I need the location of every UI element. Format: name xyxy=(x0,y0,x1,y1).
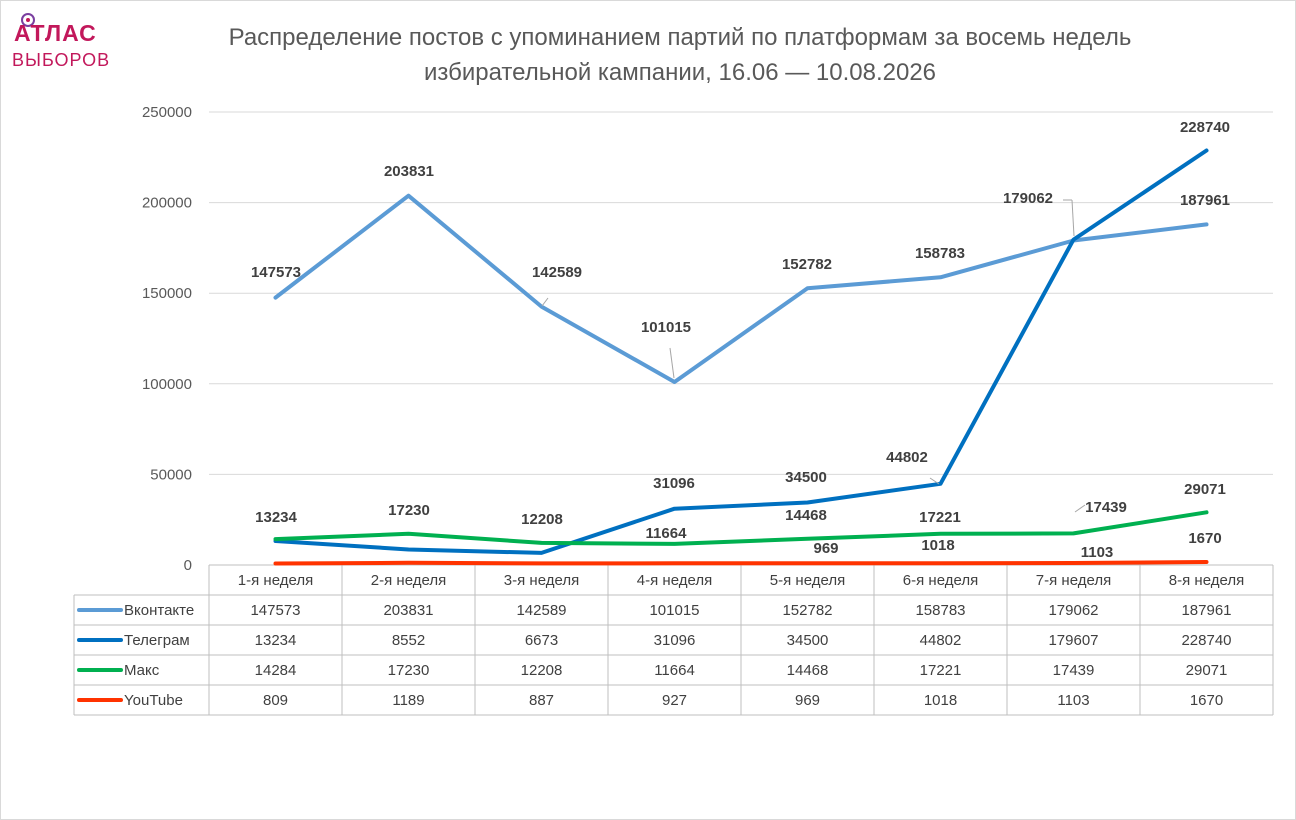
data-label: 17221 xyxy=(919,509,961,526)
table-cell: 187961 xyxy=(1181,602,1231,619)
data-label: 152782 xyxy=(782,256,832,273)
x-category-label: 7-я неделя xyxy=(1036,572,1111,589)
y-tick-label: 150000 xyxy=(142,285,192,302)
legend-series-name: YouTube xyxy=(124,692,183,709)
data-label: 142589 xyxy=(532,264,582,281)
y-tick-label: 250000 xyxy=(142,104,192,121)
y-tick-label: 0 xyxy=(184,557,192,574)
logo-line1: АТЛАС xyxy=(14,20,97,46)
data-label: 13234 xyxy=(255,509,297,526)
table-cell: 969 xyxy=(795,692,820,709)
label-leader-line xyxy=(541,297,549,307)
data-label: 101015 xyxy=(641,319,691,336)
data-label: 1103 xyxy=(1081,544,1114,561)
label-leader-line xyxy=(1071,199,1075,237)
label-leader-line xyxy=(669,347,675,379)
chart-title: Распределение постов с упоминанием парти… xyxy=(130,20,1230,90)
table-cell: 13234 xyxy=(255,632,297,649)
data-label: 12208 xyxy=(521,511,563,528)
data-label: 14468 xyxy=(785,507,827,524)
table-cell: 8552 xyxy=(392,632,425,649)
data-label: 158783 xyxy=(915,245,965,262)
x-category-label: 8-я неделя xyxy=(1169,572,1244,589)
data-label: 11664 xyxy=(646,525,688,542)
series-line xyxy=(273,148,1209,555)
y-tick-label: 200000 xyxy=(142,195,192,212)
chart-title-line1: Распределение постов с упоминанием парти… xyxy=(228,24,1132,51)
table-cell: 1670 xyxy=(1190,692,1223,709)
table-cell: 101015 xyxy=(649,602,699,619)
table-cell: 29071 xyxy=(1186,662,1228,679)
data-label: 17230 xyxy=(388,502,430,519)
data-label: 1018 xyxy=(921,537,954,554)
table-cell: 1018 xyxy=(924,692,957,709)
data-label: 31096 xyxy=(653,475,695,492)
data-label: 969 xyxy=(813,540,838,557)
x-category-label: 2-я неделя xyxy=(371,572,446,589)
table-cell: 179607 xyxy=(1048,632,1098,649)
table-cell: 17221 xyxy=(920,662,962,679)
logo-mark-icon xyxy=(21,13,35,27)
data-label: 228740 xyxy=(1180,119,1230,136)
x-category-label: 6-я неделя xyxy=(903,572,978,589)
table-cell: 17230 xyxy=(388,662,430,679)
table-cell: 31096 xyxy=(654,632,696,649)
table-cell: 147573 xyxy=(250,602,300,619)
y-tick-label: 50000 xyxy=(150,466,192,483)
data-label: 187961 xyxy=(1180,192,1230,209)
legend-series-name: Вконтакте xyxy=(124,602,194,619)
table-cell: 158783 xyxy=(915,602,965,619)
data-label: 179062 xyxy=(1003,190,1053,207)
y-tick-label: 100000 xyxy=(142,376,192,393)
chart-title-line2: избирательной кампании, 16.06 — 10.08.20… xyxy=(423,59,937,86)
legend-series-name: Телеграм xyxy=(124,632,190,649)
data-label: 29071 xyxy=(1184,481,1226,498)
series-line xyxy=(273,193,1209,384)
table-cell: 887 xyxy=(529,692,554,709)
table-cell: 17439 xyxy=(1053,662,1095,679)
x-category-label: 4-я неделя xyxy=(637,572,712,589)
data-label: 17439 xyxy=(1085,499,1127,516)
x-category-label: 1-я неделя xyxy=(238,572,313,589)
label-leader-line xyxy=(929,477,940,485)
table-cell: 6673 xyxy=(525,632,558,649)
legend-series-name: Макс xyxy=(124,662,160,679)
data-label: 34500 xyxy=(785,469,827,486)
table-cell: 142589 xyxy=(516,602,566,619)
atlas-logo: АТЛАС ВЫБОРОВ xyxy=(10,10,120,70)
table-cell: 44802 xyxy=(920,632,962,649)
table-cell: 203831 xyxy=(383,602,433,619)
x-category-label: 5-я неделя xyxy=(770,572,845,589)
table-cell: 809 xyxy=(263,692,288,709)
table-cell: 34500 xyxy=(787,632,829,649)
table-cell: 14468 xyxy=(787,662,829,679)
table-cell: 12208 xyxy=(521,662,563,679)
table-cell: 1103 xyxy=(1057,692,1089,709)
table-cell: 1189 xyxy=(392,692,424,709)
label-leader-line xyxy=(1074,504,1086,513)
table-cell: 152782 xyxy=(782,602,832,619)
data-label: 203831 xyxy=(384,163,434,180)
table-cell: 179062 xyxy=(1048,602,1098,619)
x-category-label: 3-я неделя xyxy=(504,572,579,589)
data-label: 44802 xyxy=(886,449,928,466)
table-cell: 11664 xyxy=(654,662,695,679)
data-label: 1670 xyxy=(1188,530,1221,547)
table-cell: 228740 xyxy=(1181,632,1231,649)
series-line xyxy=(273,510,1209,546)
data-label: 147573 xyxy=(251,264,301,281)
logo-line2: ВЫБОРОВ xyxy=(12,50,111,70)
series-line xyxy=(273,560,1209,566)
table-cell: 14284 xyxy=(255,662,297,679)
table-cell: 927 xyxy=(662,692,687,709)
